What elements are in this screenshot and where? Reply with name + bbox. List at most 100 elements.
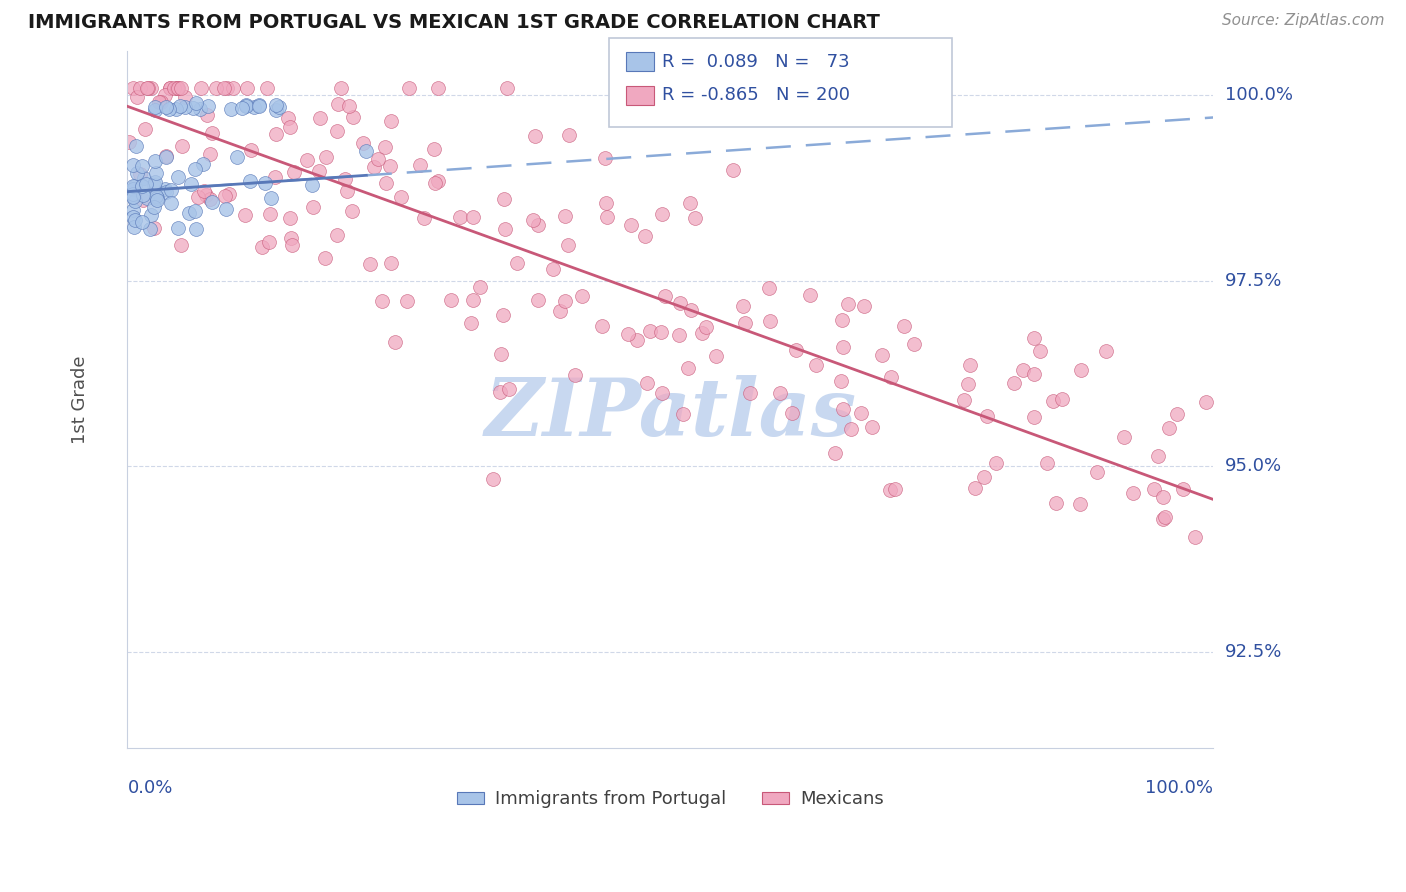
Point: [184, 221, 207, 235]
Point: [651, 206, 673, 220]
Point: [166, 80, 188, 95]
Point: [860, 420, 883, 434]
Point: [491, 308, 513, 322]
Point: [155, 182, 177, 196]
Point: [143, 178, 166, 192]
Text: 100.0%: 100.0%: [1146, 779, 1213, 797]
Point: [167, 169, 190, 184]
Point: [564, 368, 586, 382]
Point: [125, 166, 148, 180]
Point: [264, 127, 287, 141]
Point: [134, 122, 156, 136]
Point: [159, 80, 181, 95]
Point: [174, 100, 197, 114]
Point: [541, 261, 564, 276]
Point: [1052, 392, 1074, 406]
Point: [143, 175, 166, 189]
Point: [231, 101, 253, 115]
Text: 100.0%: 100.0%: [1225, 87, 1292, 104]
Point: [554, 293, 576, 308]
Point: [281, 238, 304, 252]
Point: [1011, 363, 1033, 377]
Point: [460, 316, 482, 330]
Point: [380, 255, 402, 269]
Point: [352, 136, 374, 150]
Point: [1024, 331, 1046, 345]
Point: [122, 80, 145, 95]
Point: [494, 222, 516, 236]
Point: [314, 251, 336, 265]
Point: [239, 174, 262, 188]
Point: [849, 406, 872, 420]
Point: [155, 186, 177, 200]
Point: [247, 97, 270, 112]
Point: [235, 97, 257, 112]
Point: [1147, 450, 1170, 464]
Text: ZIPatlas: ZIPatlas: [484, 375, 856, 452]
Point: [413, 211, 436, 226]
Point: [617, 326, 640, 341]
Point: [1045, 496, 1067, 510]
Point: [679, 196, 702, 211]
Point: [449, 210, 471, 224]
Point: [880, 370, 903, 384]
Point: [135, 191, 157, 205]
Point: [141, 208, 163, 222]
Point: [166, 220, 188, 235]
Point: [870, 348, 893, 362]
Point: [963, 481, 986, 495]
Point: [356, 144, 378, 158]
Point: [759, 314, 782, 328]
Point: [326, 228, 349, 243]
Point: [638, 324, 661, 338]
Point: [269, 100, 291, 114]
Point: [893, 319, 915, 334]
Point: [976, 409, 998, 423]
Point: [253, 176, 276, 190]
Point: [302, 200, 325, 214]
Point: [256, 80, 278, 95]
Point: [1171, 482, 1194, 496]
Point: [408, 158, 430, 172]
Point: [1142, 482, 1164, 496]
Text: 92.5%: 92.5%: [1225, 642, 1282, 661]
Point: [1022, 367, 1045, 381]
Text: 95.0%: 95.0%: [1225, 457, 1282, 475]
Point: [683, 211, 706, 225]
Point: [188, 102, 211, 116]
Point: [336, 184, 359, 198]
Point: [440, 293, 463, 307]
Point: [201, 126, 224, 140]
Point: [204, 80, 226, 95]
Point: [668, 327, 690, 342]
Point: [308, 164, 330, 178]
Point: [879, 483, 901, 497]
Point: [247, 99, 270, 113]
Point: [1069, 497, 1091, 511]
Point: [146, 191, 169, 205]
Point: [122, 178, 145, 193]
Point: [131, 159, 153, 173]
Point: [184, 204, 207, 219]
Point: [155, 100, 177, 114]
Point: [233, 208, 256, 222]
Point: [1166, 407, 1188, 421]
Point: [301, 178, 323, 192]
Text: 0.0%: 0.0%: [128, 779, 173, 797]
Point: [166, 80, 188, 95]
Point: [654, 289, 676, 303]
Point: [832, 402, 855, 417]
Point: [785, 343, 807, 357]
Point: [554, 209, 576, 223]
Point: [651, 385, 673, 400]
Point: [170, 238, 193, 252]
Point: [264, 103, 287, 117]
Point: [426, 80, 449, 95]
Point: [132, 171, 155, 186]
Point: [132, 188, 155, 202]
Point: [837, 297, 859, 311]
Point: [676, 361, 699, 376]
Point: [259, 207, 281, 221]
Point: [138, 221, 160, 235]
Point: [363, 160, 385, 174]
